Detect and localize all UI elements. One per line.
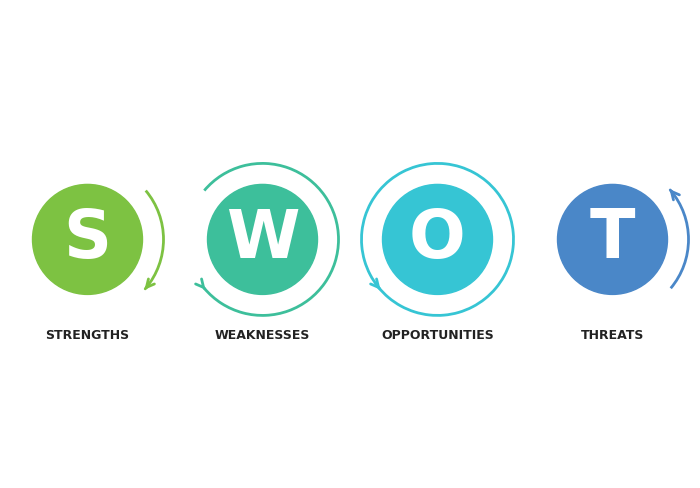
Text: SWOT Analysis: SWOT Analysis bbox=[140, 399, 560, 447]
Circle shape bbox=[207, 184, 318, 294]
Text: STRENGTHS: STRENGTHS bbox=[46, 329, 130, 342]
Circle shape bbox=[557, 184, 668, 294]
Text: Research Frontiers Incorporated: Research Frontiers Incorporated bbox=[96, 38, 604, 66]
Text: W: W bbox=[225, 206, 300, 272]
Text: WEAKNESSES: WEAKNESSES bbox=[215, 329, 310, 342]
Text: T: T bbox=[589, 206, 636, 272]
Text: S: S bbox=[64, 206, 111, 272]
Circle shape bbox=[32, 184, 143, 294]
Circle shape bbox=[382, 184, 493, 294]
Text: OPPORTUNITIES: OPPORTUNITIES bbox=[381, 329, 494, 342]
Text: THREATS: THREATS bbox=[581, 329, 644, 342]
Text: (REFR): (REFR) bbox=[297, 83, 403, 111]
Text: O: O bbox=[409, 206, 466, 272]
